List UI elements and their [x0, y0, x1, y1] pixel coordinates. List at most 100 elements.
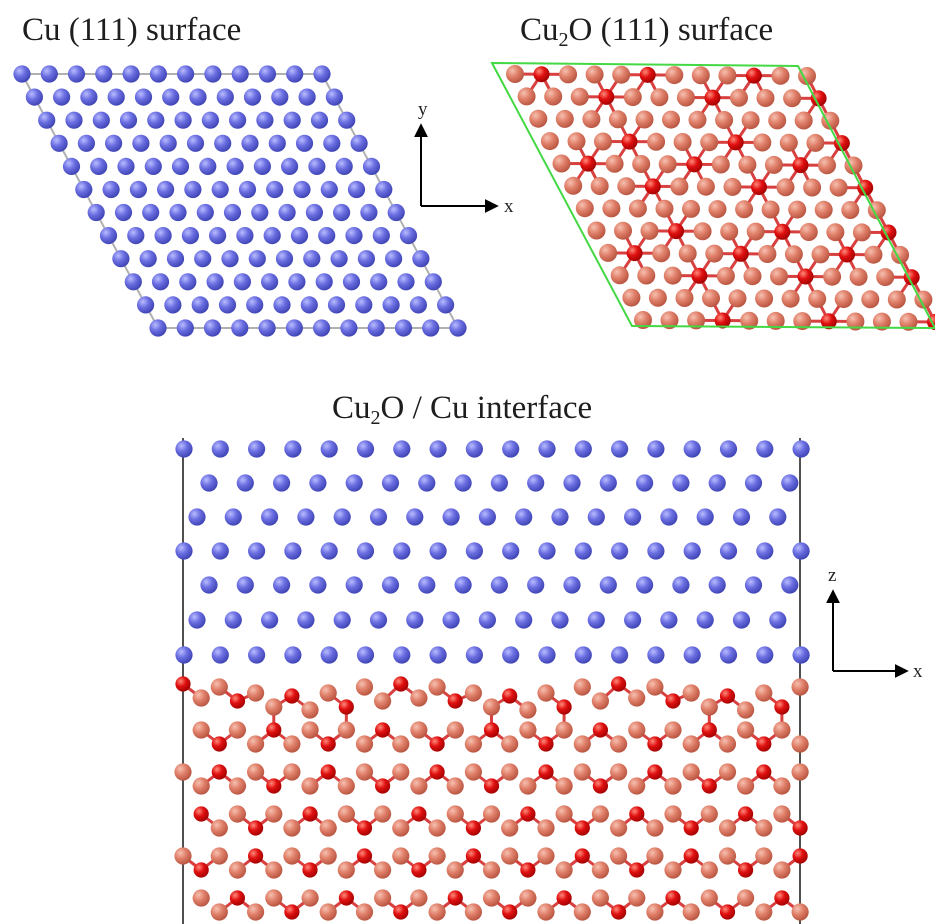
cu-atom	[261, 611, 279, 629]
cu-oxide-atom	[501, 819, 519, 837]
cu-atom	[320, 440, 338, 458]
cu-oxide-atom	[319, 684, 337, 702]
cu-oxide-atom	[803, 178, 822, 197]
cu-atom	[75, 180, 93, 199]
o-atom	[429, 736, 445, 752]
cu-atom	[144, 157, 162, 175]
cu-oxide-atom	[867, 201, 886, 220]
cu-oxide-atom	[755, 903, 773, 921]
cu-atom	[313, 319, 331, 337]
cu-oxide-atom	[818, 156, 836, 175]
cu-atom	[527, 474, 545, 492]
cu-atom	[465, 542, 483, 560]
o-atom	[483, 722, 500, 738]
cu-oxide-atom	[793, 312, 812, 331]
cu-oxide-atom	[829, 178, 848, 197]
cu-atom	[246, 296, 264, 314]
cu-oxide-atom	[664, 805, 682, 823]
cu-atom	[159, 134, 177, 152]
cu-oxide-atom	[798, 67, 816, 85]
o-atom	[502, 688, 518, 704]
cu-oxide-atom	[482, 698, 501, 716]
cu-oxide-atom	[446, 805, 464, 823]
cu-atom	[261, 273, 279, 291]
o-atom	[302, 806, 318, 822]
cu-atom	[393, 440, 411, 458]
cu-oxide-atom	[771, 66, 790, 85]
cu-oxide-atom	[446, 721, 464, 739]
cu-atom	[224, 611, 242, 629]
cu-oxide-atom	[808, 289, 827, 308]
cu-atom	[323, 134, 341, 152]
cu-oxide-atom	[711, 155, 730, 174]
cu-oxide-atom	[753, 133, 772, 152]
cu-oxide-atom	[737, 701, 755, 719]
o-atom	[611, 676, 627, 692]
cu-atom	[769, 508, 787, 526]
cu-oxide-atom	[730, 88, 748, 107]
cu-oxide-atom	[773, 805, 791, 823]
cu-atom	[756, 440, 774, 458]
cu-oxide-atom	[587, 221, 606, 240]
cu-oxide-atom	[675, 289, 694, 307]
cu-oxide-atom	[355, 903, 374, 921]
o-atom	[903, 269, 920, 286]
o-atom	[447, 890, 463, 906]
cu-atom	[175, 646, 193, 664]
cu-atom	[719, 646, 738, 664]
cu-atom	[345, 474, 363, 492]
cu-atom	[99, 227, 118, 245]
cu-atom	[181, 227, 199, 245]
cu-oxide-atom	[410, 721, 428, 739]
cu-atom	[387, 203, 405, 222]
x-axis-label-2: x	[913, 661, 923, 682]
cu-atom	[333, 611, 351, 629]
cu-oxide-atom	[590, 177, 609, 195]
o-atom	[857, 179, 874, 196]
o-atom	[338, 890, 354, 906]
cu-atom	[647, 440, 665, 458]
cu-oxide-atom	[723, 177, 742, 196]
o-atom	[411, 862, 427, 878]
cu-oxide-atom	[682, 199, 700, 218]
x-axis-label: x	[504, 196, 514, 217]
cu-oxide-atom	[575, 199, 594, 218]
cu-oxide-atom	[844, 156, 863, 175]
o-atom	[665, 693, 681, 709]
cu-oxide-atom	[849, 267, 868, 286]
cu-atom	[429, 542, 447, 560]
y-axis-label: y	[418, 99, 428, 120]
cu-atom	[248, 542, 266, 560]
cu-oxide-atom	[650, 88, 669, 107]
cu-atom	[442, 508, 460, 526]
cu-atom	[551, 508, 569, 526]
cu-oxide-atom	[428, 847, 446, 865]
cu-atom	[574, 440, 592, 458]
cu-oxide-atom	[634, 311, 652, 329]
cu-oxide-atom	[872, 312, 891, 331]
cu-oxide-atom	[283, 763, 301, 781]
cu-oxide-atom	[573, 678, 591, 696]
cu-atom	[320, 542, 338, 560]
cu-oxide-atom	[791, 763, 809, 781]
cu-oxide-atom	[737, 777, 755, 795]
cu-oxide-atom	[501, 735, 519, 753]
cu-atom	[211, 180, 229, 199]
cu-atom	[200, 474, 218, 492]
cu-oxide-atom	[784, 245, 803, 264]
cu-atom	[154, 227, 172, 245]
cu-oxide-atom	[247, 763, 265, 781]
cu-atom	[114, 203, 133, 222]
cu-oxide-atom	[410, 689, 428, 707]
cu-oxide-atom	[537, 903, 555, 921]
cu-atom	[502, 646, 520, 664]
cu-oxide-atom	[700, 698, 718, 716]
cu-oxide-atom	[610, 266, 629, 285]
cu-oxide-atom	[446, 861, 464, 879]
cu-atom	[203, 319, 222, 337]
o-atom	[175, 676, 191, 692]
cu-atom	[224, 508, 242, 526]
cu-atom	[382, 296, 400, 314]
cu-atom	[200, 576, 218, 594]
cu-atom	[261, 508, 279, 526]
